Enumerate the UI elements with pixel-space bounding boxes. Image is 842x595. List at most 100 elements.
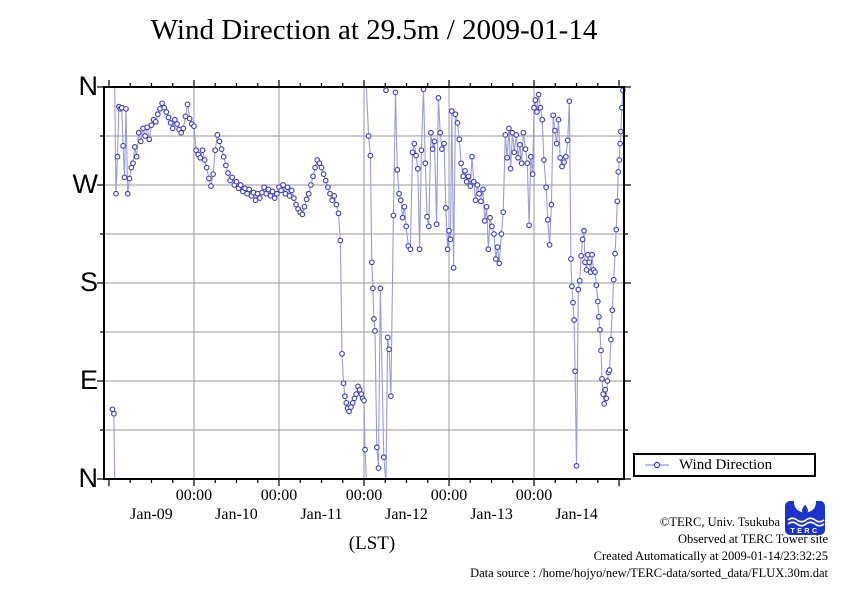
data-point-marker	[380, 454, 387, 461]
data-point-marker	[191, 123, 197, 130]
data-point-marker	[399, 214, 406, 221]
legend-label: Wind Direction	[679, 456, 773, 473]
y-tick-label-4: N	[78, 463, 99, 493]
data-point-marker	[535, 91, 542, 98]
data-point-marker	[615, 169, 622, 175]
data-point-marker	[435, 95, 442, 101]
data-point-marker	[458, 160, 464, 167]
data-point-marker	[278, 187, 284, 194]
data-point-marker	[610, 276, 617, 283]
chart-title: Wind Direction at 29.5m / 2009-01-14	[150, 14, 598, 46]
data-point-marker	[371, 316, 377, 322]
data-point-marker	[454, 120, 461, 126]
data-point-marker	[548, 201, 555, 208]
data-point-marker	[603, 395, 610, 402]
data-point-marker	[142, 133, 148, 139]
x-time-label-2: 00:00	[345, 487, 383, 504]
data-point-marker	[212, 147, 219, 154]
data-point-marker	[210, 171, 216, 177]
data-point-marker	[489, 223, 495, 230]
data-point-marker	[148, 122, 155, 128]
data-point-marker	[581, 227, 587, 234]
data-point-marker	[617, 140, 623, 147]
data-point-marker	[579, 236, 586, 243]
data-point-marker	[361, 397, 367, 404]
data-point-marker	[511, 149, 518, 156]
wind-direction-line	[111, 409, 116, 480]
data-point-marker	[390, 212, 397, 219]
data-point-marker	[159, 100, 165, 107]
data-point-marker	[546, 242, 553, 248]
data-point-marker	[463, 178, 470, 185]
data-point-marker	[447, 236, 454, 243]
data-point-marker	[220, 153, 227, 160]
data-point-marker	[208, 183, 214, 189]
data-point-marker	[396, 190, 402, 197]
data-point-marker	[318, 164, 325, 171]
data-point-marker	[571, 317, 577, 323]
data-point-marker	[377, 285, 384, 292]
data-point-marker	[288, 187, 295, 194]
data-point-marker	[206, 175, 212, 182]
data-point-marker	[452, 111, 459, 118]
data-point-marker	[403, 223, 410, 230]
data-point-marker	[146, 136, 153, 143]
data-point-marker	[216, 138, 223, 145]
data-point-marker	[271, 195, 278, 201]
data-point-marker	[303, 196, 310, 203]
data-point-marker	[284, 184, 291, 191]
data-point-marker	[124, 190, 131, 197]
data-point-marker	[425, 223, 432, 230]
data-point-marker	[370, 285, 376, 292]
data-point-marker	[583, 267, 590, 273]
data-point-marker	[569, 283, 575, 290]
data-point-marker	[606, 367, 613, 373]
data-point-marker	[340, 380, 347, 387]
x-time-label-1: 00:00	[260, 487, 298, 504]
data-point-marker	[586, 259, 593, 266]
data-point-marker	[197, 154, 204, 161]
data-point-marker	[325, 184, 331, 191]
data-point-marker	[263, 190, 270, 197]
data-point-marker	[613, 226, 620, 233]
data-point-marker	[612, 250, 618, 257]
data-point-marker	[339, 350, 345, 357]
data-point-marker	[527, 153, 534, 160]
data-point-marker	[392, 89, 399, 96]
y-tick-label-3: E	[79, 365, 98, 395]
data-point-marker	[293, 201, 299, 208]
terc-logo-icon: TERC	[785, 501, 825, 535]
data-point-marker	[201, 157, 208, 163]
data-point-marker	[199, 147, 206, 154]
data-point-marker	[526, 222, 532, 229]
data-point-marker	[555, 116, 562, 123]
data-point-marker	[561, 159, 567, 165]
data-point-marker	[310, 173, 316, 180]
data-point-marker	[144, 124, 151, 131]
data-point-marker	[573, 463, 580, 469]
data-point-marker	[218, 146, 225, 152]
data-point-marker	[575, 286, 582, 293]
data-point-marker	[246, 186, 253, 193]
data-point-marker	[229, 174, 236, 181]
x-time-label-4: 00:00	[515, 487, 553, 504]
data-point-marker	[481, 218, 488, 224]
data-point-marker	[541, 157, 547, 163]
data-point-marker	[552, 127, 558, 134]
data-point-marker	[401, 203, 408, 210]
data-point-marker	[414, 165, 421, 172]
data-point-marker	[305, 190, 312, 197]
x-date-label-2: Jan-11	[300, 506, 343, 523]
data-point-marker	[431, 138, 438, 145]
data-point-marker	[515, 154, 521, 161]
data-point-marker	[506, 125, 512, 132]
data-point-marker	[483, 203, 490, 210]
data-point-marker	[394, 166, 401, 173]
data-point-marker	[594, 298, 601, 305]
data-point-marker	[280, 182, 287, 188]
data-point-marker	[422, 160, 429, 167]
data-point-marker	[480, 186, 486, 193]
data-point-marker	[597, 326, 603, 333]
data-point-marker	[375, 465, 382, 471]
